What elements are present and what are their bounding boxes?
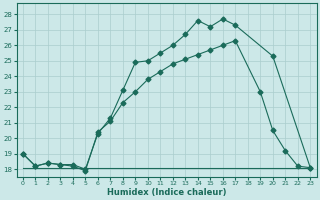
X-axis label: Humidex (Indice chaleur): Humidex (Indice chaleur) — [107, 188, 226, 197]
